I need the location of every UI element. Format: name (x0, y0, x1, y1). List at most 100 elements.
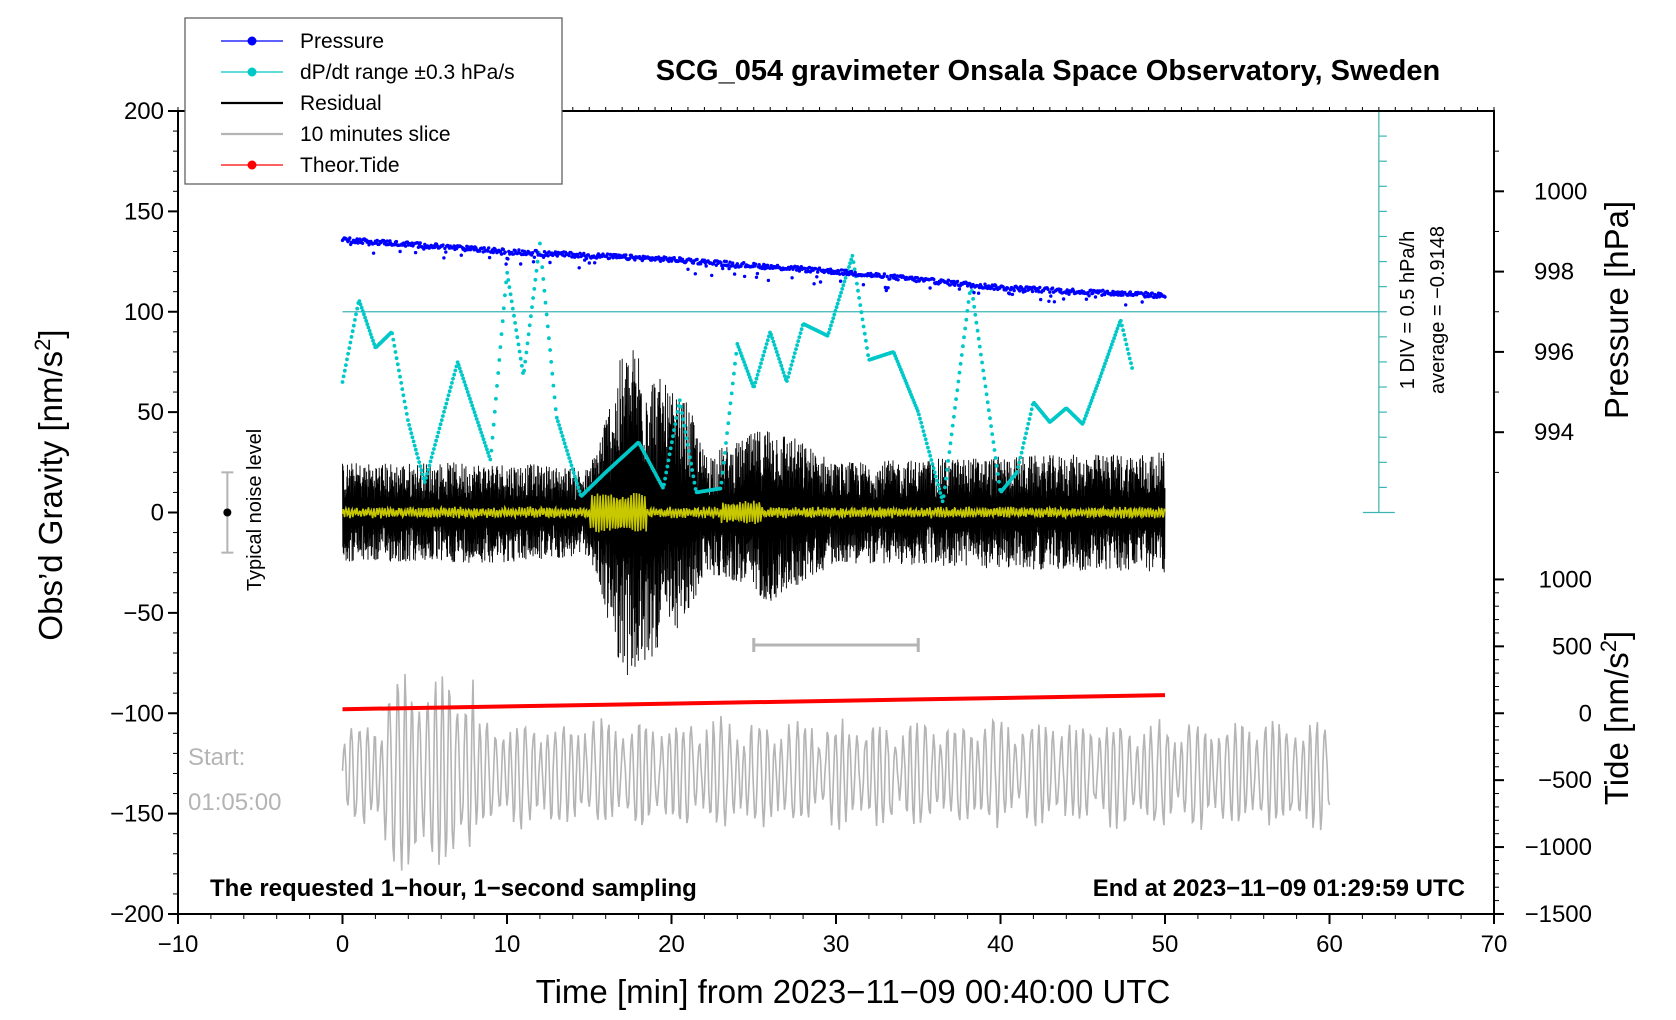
dpdt-point (728, 401, 733, 406)
pressure-point (724, 259, 728, 264)
dpdt-point (940, 499, 945, 504)
pressure-point (468, 248, 473, 252)
dpdt-point (855, 281, 859, 286)
dpdt-point (1113, 333, 1118, 337)
dpdt-point (409, 431, 414, 436)
dpdt-point (864, 338, 868, 343)
dpdt-point (1118, 318, 1123, 323)
dpdt-point (719, 480, 724, 485)
dpdt-point (487, 454, 491, 458)
dpdt-point (1087, 404, 1092, 409)
pressure-point (535, 250, 539, 254)
pressure-point (498, 249, 503, 254)
dpdt-point (840, 287, 845, 291)
dpdt-point (1095, 383, 1099, 388)
dpdt-point (366, 325, 371, 330)
legend-item: dP/dt range ±0.3 hPa/s (221, 61, 515, 84)
dpdt-point (506, 278, 511, 282)
pressure-point (992, 287, 996, 291)
pressure-point (466, 248, 470, 252)
legend-item: Residual (221, 92, 382, 115)
pressure-point (1067, 292, 1071, 296)
pressure-point (576, 255, 580, 259)
pressure-point (530, 251, 535, 255)
pressure-point (1012, 288, 1016, 293)
dpdt-point (753, 380, 758, 385)
x-tick-label: 70 (1481, 931, 1508, 958)
pressure-point (1046, 287, 1050, 291)
dpdt-point (400, 387, 405, 391)
pressure-point (972, 290, 976, 295)
pressure-point (765, 263, 770, 267)
dpdt-point (765, 338, 770, 343)
dpdt-point (359, 305, 364, 310)
dpdt-point (670, 440, 674, 445)
dpdt-point (1018, 455, 1023, 460)
dpdt-point (459, 369, 463, 374)
pressure-point (519, 262, 523, 266)
dpdt-point (956, 379, 961, 384)
dpdt-point (935, 478, 939, 483)
dpdt-point (439, 418, 444, 422)
dpdt-point (856, 288, 860, 293)
dpdt-point (865, 346, 869, 350)
pressure-point (371, 251, 376, 255)
dpdt-point (538, 241, 542, 246)
y-tick-label: 150 (124, 198, 164, 225)
pressure-series (340, 236, 1167, 307)
pressure-point (989, 286, 994, 290)
pressure-point (790, 276, 794, 280)
pressure-point (888, 277, 892, 281)
y-tick-label: 0 (151, 500, 164, 527)
dpdt-point (797, 335, 802, 339)
dpdt-point (980, 360, 984, 365)
dpdt-point (760, 357, 764, 362)
dpdt-point (729, 391, 734, 396)
dpdt-point (920, 425, 925, 429)
dpdt-point (402, 399, 407, 404)
pressure-point (839, 268, 844, 272)
dpdt-point (979, 352, 983, 357)
dpdt-point (685, 442, 690, 447)
dpdt-point (963, 326, 968, 331)
dpdt-point (723, 451, 727, 455)
dpdt-point (788, 367, 793, 371)
dpdt-point (403, 405, 408, 410)
pressure-point (433, 245, 437, 250)
pressure-point (506, 257, 510, 261)
noise-bar-center-dot (223, 508, 232, 517)
dpdt-point (750, 381, 754, 386)
dpdt-point (1122, 333, 1127, 337)
dpdt-point (492, 409, 497, 414)
dpdt-point (437, 426, 442, 431)
dpdt-point (665, 464, 670, 469)
dpdt-point (936, 482, 940, 487)
pressure-point (1018, 289, 1022, 293)
dpdt-point (350, 329, 355, 334)
dpdt-point (862, 331, 867, 336)
pressure-point (955, 279, 960, 284)
dpdt-point (488, 457, 493, 462)
dpdt-point (991, 440, 996, 444)
pressure-point (815, 275, 819, 279)
dpdt-point (504, 280, 508, 285)
dpdt-point (457, 366, 462, 371)
pressure-point (719, 261, 723, 265)
x-tick-label: 0 (336, 931, 349, 958)
legend-swatch-marker (247, 160, 257, 170)
tide-tick-label: −1000 (1525, 834, 1592, 861)
dpdt-point (462, 380, 467, 384)
pressure-point (1047, 299, 1051, 303)
dpdt-point (397, 368, 401, 373)
dpdt-point (662, 482, 666, 487)
dpdt-point (358, 302, 363, 307)
dpdt-point (392, 343, 397, 348)
dpdt-point (556, 419, 560, 424)
pressure-point (1163, 295, 1167, 299)
dpdt-point (566, 452, 570, 457)
pressure-point (948, 283, 952, 287)
dpdt-point (495, 384, 499, 388)
dpdt-point (842, 279, 847, 284)
pressure-point (596, 252, 601, 256)
dpdt-point (996, 472, 1000, 476)
